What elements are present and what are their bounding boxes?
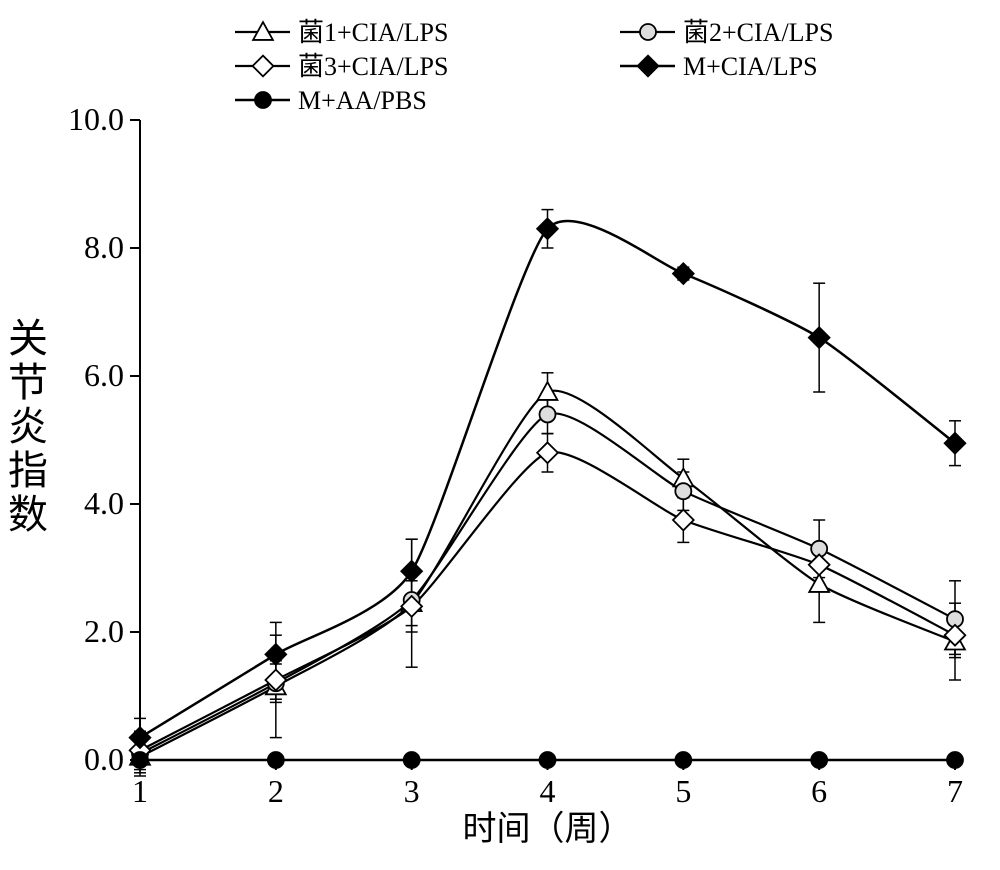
legend-label: 菌2+CIA/LPS [683, 18, 833, 47]
series-marker [809, 554, 830, 575]
series-marker [809, 574, 829, 592]
series-marker [540, 752, 556, 768]
chart-container: 1 2 3 4 5 6 7 0.0 2.0 4.0 6.0 8.0 10.0 时间（周） 关节炎指数 菌1+C… [0, 0, 1000, 870]
series-marker [537, 442, 558, 463]
series-marker [675, 483, 691, 499]
legend-label: 菌3+CIA/LPS [298, 52, 448, 81]
x-tick-label: 3 [404, 773, 420, 809]
y-axis-title-char: 节 [8, 360, 48, 405]
y-tick-label: 0.0 [84, 741, 124, 777]
legend-label: M+CIA/LPS [683, 52, 818, 81]
series-marker [401, 561, 422, 582]
series-marker [268, 752, 284, 768]
series-marker [673, 510, 694, 531]
legend-label: M+AA/PBS [298, 86, 427, 115]
legend-label: 菌1+CIA/LPS [298, 18, 448, 47]
series-marker [537, 218, 558, 239]
x-tick-label: 1 [132, 773, 148, 809]
series-marker [673, 263, 694, 284]
series-line [140, 452, 955, 750]
y-axis-title-char: 关 [8, 316, 48, 361]
series-marker [947, 752, 963, 768]
x-tick-label: 2 [268, 773, 284, 809]
series-marker [265, 644, 286, 665]
x-axis-title: 时间（周） [463, 810, 633, 848]
series-marker [945, 625, 966, 646]
legend-marker [640, 24, 656, 40]
x-tick-label: 4 [540, 773, 556, 809]
series-marker [809, 327, 830, 348]
y-tick-label: 10.0 [68, 101, 124, 137]
legend-marker [253, 56, 274, 77]
series-marker [540, 406, 556, 422]
series-marker [130, 727, 151, 748]
series-line [140, 221, 955, 738]
x-tick-label: 6 [811, 773, 827, 809]
y-tick-label: 8.0 [84, 229, 124, 265]
y-axis-title-char: 炎 [8, 404, 48, 449]
x-tick-label: 5 [675, 773, 691, 809]
legend-marker [638, 56, 659, 77]
series-marker [132, 752, 148, 768]
y-tick-label: 2.0 [84, 613, 124, 649]
series-marker [811, 752, 827, 768]
legend-marker [255, 92, 271, 108]
y-axis-title-char: 指 [8, 448, 48, 493]
series-marker [404, 752, 420, 768]
y-tick-label: 6.0 [84, 357, 124, 393]
y-tick-label: 4.0 [84, 485, 124, 521]
series-marker [675, 752, 691, 768]
x-tick-label: 7 [947, 773, 963, 809]
line-chart: 1 2 3 4 5 6 7 0.0 2.0 4.0 6.0 8.0 10.0 时间（周） 关节炎指数 菌1+C… [0, 0, 1000, 870]
y-axis-title-char: 数 [8, 492, 48, 537]
